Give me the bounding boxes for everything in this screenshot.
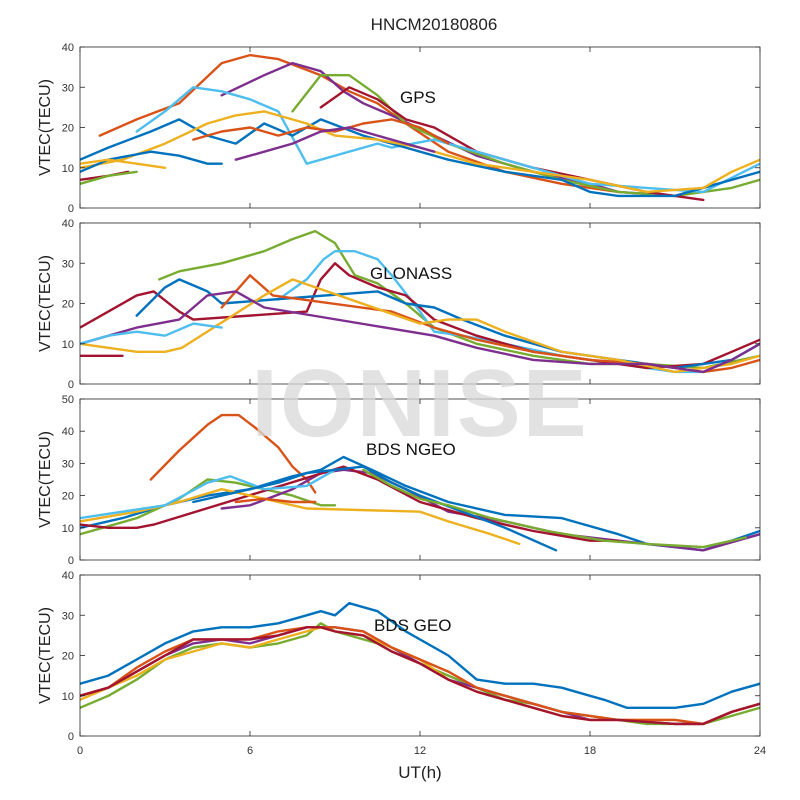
panel1-ylabel: VTEC(TECU) — [37, 79, 54, 176]
panels: 0 10 20 30 40 GPS VTEC(TECU) 0 10 20 30 40 GLONASS VT… — [37, 42, 766, 782]
panel1-series-5 — [135, 86, 760, 194]
panel2-ytick-label: 20 — [62, 299, 74, 311]
panel4-xlabel: UT(h) — [398, 763, 441, 782]
panel1-ytick-label: 0 — [68, 203, 74, 215]
watermark: IONISE — [251, 350, 588, 457]
panel1-series-9 — [234, 126, 436, 161]
panel4-ytick-label: 20 — [62, 651, 74, 663]
panel1-series-11 — [80, 170, 138, 185]
panel4-series-1 — [80, 602, 760, 709]
panel2-ylabel: VTEC(TECU) — [37, 255, 54, 352]
panel1-ytick-label: 10 — [62, 163, 74, 175]
panel3-series-7 — [80, 468, 337, 520]
panel1-ytick-label: 20 — [62, 123, 74, 135]
panel3-series-1 — [149, 413, 317, 494]
panel2-ytick-label: 30 — [62, 258, 74, 270]
panel2-series-6 — [80, 278, 760, 374]
panel1-series-group — [80, 53, 760, 202]
panel2-ytick-label: 40 — [62, 218, 74, 230]
panel4-plot-area — [80, 575, 760, 736]
panel4-ylabel: VTEC(TECU) — [37, 607, 54, 704]
panel1-series-13 — [80, 158, 167, 169]
panel2-plot-area — [80, 223, 760, 384]
panel2-label: GLONASS — [370, 264, 452, 283]
panel4-xtick-label: 18 — [584, 745, 596, 757]
panel4-ytick-label: 30 — [62, 610, 74, 622]
panel3-series-8 — [192, 465, 558, 552]
panel4: 0 10 20 30 40 0 6 12 18 24 BDS GEO VTEC(TECU) UT(h) — [37, 570, 766, 782]
panel3-series-group — [80, 413, 760, 552]
panel3-ytick-label: 10 — [62, 523, 74, 535]
panel4-xtick-label: 12 — [414, 745, 426, 757]
panel4-label: BDS GEO — [374, 616, 451, 635]
panel3-label: BDS NGEO — [366, 440, 456, 459]
panel4-xtick-label: 24 — [754, 745, 766, 757]
panel3-ytick-label: 40 — [62, 426, 74, 438]
figure-title: HNCM20180806 — [371, 15, 498, 34]
panel2-series-2 — [277, 250, 760, 374]
panel3: 0 10 20 30 40 50 BDS NGEO VTEC(TECU) — [37, 394, 761, 567]
panel4-series-6 — [80, 626, 760, 726]
panel4-ytick-label: 0 — [68, 731, 74, 743]
panel2-ytick-label: 0 — [68, 379, 74, 391]
panel1-label: GPS — [400, 88, 436, 107]
panel3-ytick-label: 0 — [68, 555, 74, 567]
panel4-xtick-label: 0 — [77, 745, 83, 757]
panel1-series-7 — [80, 110, 760, 194]
panel1-ytick-label: 40 — [62, 42, 74, 54]
panel3-ytick-label: 50 — [62, 394, 74, 406]
panel1-ytick-label: 30 — [62, 82, 74, 94]
panel3-plot-area — [80, 399, 760, 560]
panel1: 0 10 20 30 40 GPS VTEC(TECU) — [37, 42, 761, 215]
panel1-series-8 — [192, 118, 450, 145]
panel4-ytick-label: 40 — [62, 570, 74, 582]
panel1-series-12 — [80, 150, 223, 173]
panel4-xtick-label: 6 — [247, 745, 253, 757]
panel3-series-9 — [234, 497, 317, 504]
panel2-series-9 — [80, 322, 223, 345]
panel2-series-group — [80, 229, 760, 374]
panel4-series-group — [80, 602, 760, 726]
panel2-ytick-label: 10 — [62, 339, 74, 351]
panel3-series-5 — [80, 465, 620, 542]
panel2: 0 10 20 30 40 GLONASS VTEC(TECU) — [37, 218, 761, 391]
panel2-series-7 — [80, 290, 760, 374]
panel3-series-10 — [362, 468, 747, 549]
panel3-ytick-label: 30 — [62, 458, 74, 470]
panel3-ytick-label: 20 — [62, 491, 74, 503]
panel1-series-3 — [291, 74, 760, 198]
panel3-ylabel: VTEC(TECU) — [37, 431, 54, 528]
panel4-ytick-label: 10 — [62, 691, 74, 703]
